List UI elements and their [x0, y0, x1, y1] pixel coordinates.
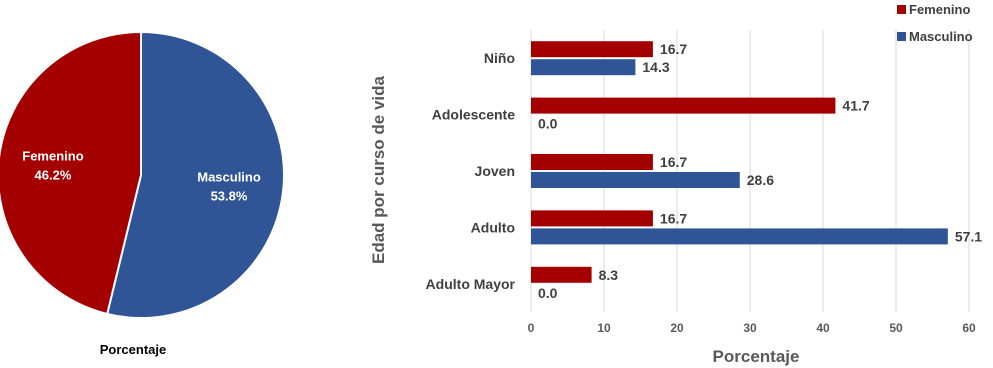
- grid-lines: [530, 30, 970, 312]
- pie-chart: Masculino 53.8% Femenino 46.2%: [0, 30, 285, 319]
- x-tick-label: 60: [962, 321, 976, 335]
- legend-swatch-femenino: [897, 5, 906, 14]
- x-tick-label: 10: [597, 321, 611, 335]
- data-label-femenino-adulto-mayor: 8.3: [599, 267, 619, 283]
- category-label-joven: Joven: [475, 163, 515, 179]
- axis-ticks: 0 10 20 30 40 50 60: [528, 321, 976, 335]
- data-label-masculino-nino: 14.3: [642, 59, 669, 75]
- pie-label-masculino: Masculino: [197, 170, 261, 185]
- category-label-adolescente: Adolescente: [432, 107, 515, 123]
- bar-femenino-adulto-mayor: [531, 266, 592, 283]
- pie-value-masculino: 53.8%: [211, 189, 248, 204]
- data-label-femenino-nino: 16.7: [660, 41, 687, 57]
- data-label-masculino-joven: 28.6: [747, 172, 774, 188]
- x-tick-label: 30: [743, 321, 757, 335]
- legend-label-masculino: Masculino: [909, 29, 973, 44]
- x-tick-label: 0: [528, 321, 535, 335]
- bar-femenino-adolescente: [531, 97, 836, 114]
- data-label-masculino-adulto-mayor: 0.0: [538, 285, 558, 301]
- data-label-masculino-adolescente: 0.0: [538, 116, 558, 132]
- x-axis-label: Porcentaje: [713, 347, 800, 366]
- legend: Femenino Masculino: [897, 2, 973, 44]
- data-label-femenino-adolescente: 41.7: [842, 98, 869, 114]
- pie-chart-title: Porcentaje: [100, 342, 166, 357]
- bar-femenino-nino: [531, 41, 653, 58]
- bar-masculino-nino: [531, 59, 636, 76]
- data-label-femenino-adulto: 16.7: [660, 210, 687, 226]
- data-label-femenino-joven: 16.7: [660, 154, 687, 170]
- bar-femenino-joven: [531, 154, 653, 170]
- bars: [531, 41, 948, 283]
- bar-chart: 16.7 14.3 41.7 0.0 16.7 28.6 16.7 57.1 8.3 0.0 0 1…: [369, 2, 982, 366]
- pie-slice-femenino: [0, 30, 142, 316]
- x-tick-label: 50: [889, 321, 903, 335]
- pie-slice-masculino: [105, 30, 285, 319]
- bar-masculino-joven: [531, 172, 740, 188]
- legend-label-femenino: Femenino: [909, 2, 970, 17]
- data-labels: 16.7 14.3 41.7 0.0 16.7 28.6 16.7 57.1 8.3 0.0: [538, 41, 982, 301]
- x-tick-label: 40: [816, 321, 830, 335]
- bar-femenino-adulto: [531, 210, 653, 227]
- category-label-adulto-mayor: Adulto Mayor: [426, 276, 516, 292]
- bar-masculino-adulto: [531, 228, 948, 245]
- pie-value-femenino: 46.2%: [35, 167, 72, 182]
- legend-swatch-masculino: [897, 32, 906, 41]
- data-label-masculino-adulto: 57.1: [955, 228, 982, 244]
- category-label-nino: Niño: [484, 50, 515, 66]
- x-tick-label: 20: [670, 321, 684, 335]
- category-labels: Niño Adolescente Joven Adulto Adulto Mayor: [426, 50, 516, 292]
- category-label-adulto: Adulto: [471, 219, 515, 235]
- y-axis-label: Edad por curso de vida: [369, 75, 388, 264]
- pie-label-femenino: Femenino: [22, 148, 83, 163]
